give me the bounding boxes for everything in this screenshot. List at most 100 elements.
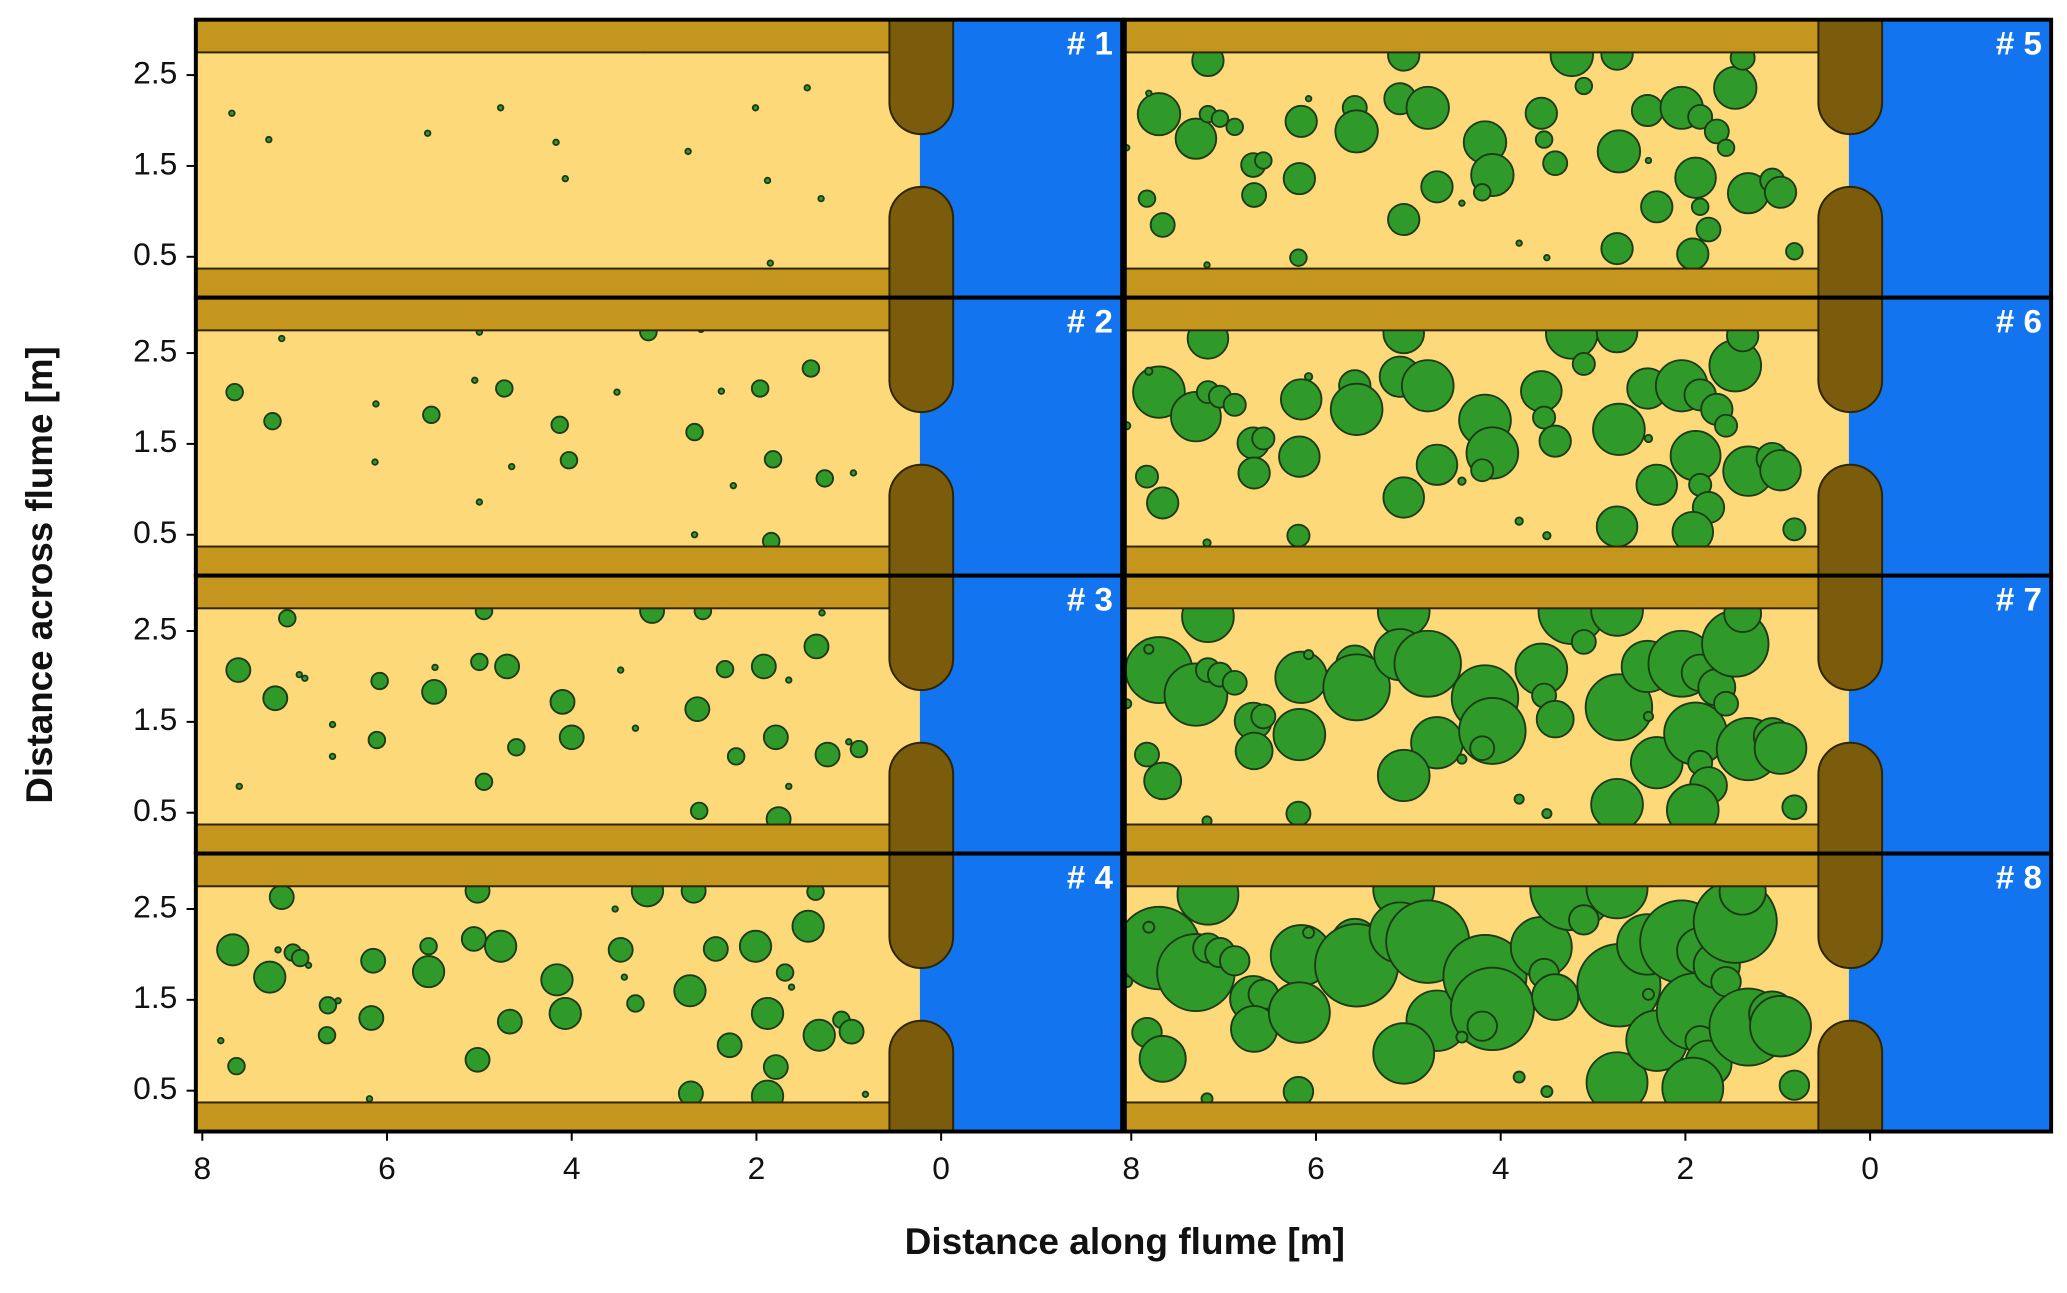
vegetation-patch	[738, 929, 773, 963]
vegetation-patch	[1676, 237, 1710, 271]
vegetation-patch	[1592, 402, 1646, 456]
panel	[1124, 575, 2052, 854]
vegetation-patch	[290, 948, 310, 968]
inlet-pillar	[1817, 1019, 1884, 1132]
vegetation-patch	[1219, 945, 1251, 977]
vegetation-patch	[561, 174, 569, 183]
vegetation-patch	[431, 663, 439, 672]
vegetation-patch	[607, 937, 634, 963]
vegetation-patch	[763, 450, 783, 469]
y-tick-label: 2.5	[133, 610, 177, 646]
vegetation-patch	[1137, 189, 1157, 208]
vegetation-patch	[803, 633, 830, 660]
vegetation-patch	[475, 498, 484, 506]
x-tick-label: 0	[1861, 1150, 1879, 1186]
vegetation-patch	[559, 451, 579, 470]
vegetation-patch	[1630, 94, 1665, 128]
panel-label: # 7	[1996, 581, 2042, 618]
inlet-pillar	[1817, 19, 1884, 136]
vegetation-patch	[817, 194, 825, 203]
vegetation-patch	[1703, 118, 1730, 145]
vegetation-patch	[689, 801, 709, 821]
panel-frame	[193, 851, 1125, 1134]
vegetation-patch	[496, 104, 505, 112]
vegetation-patch	[558, 724, 585, 751]
vegetation-patch	[278, 609, 297, 628]
vegetation-patch	[1405, 85, 1450, 130]
vegetation-patch	[1763, 175, 1798, 209]
vegetation-patch	[265, 135, 273, 144]
vegetation-patch	[717, 387, 726, 395]
vegetation-patch	[787, 983, 796, 991]
vegetation-patch	[1143, 761, 1183, 801]
panel-label: # 6	[1996, 303, 2042, 340]
vegetation-patch	[1542, 531, 1552, 541]
vegetation-patch	[1376, 748, 1431, 803]
vegetation-patch	[1234, 731, 1274, 771]
y-tick-label: 0.5	[133, 1070, 177, 1106]
x-tick-label: 8	[193, 1150, 211, 1186]
vegetation-patch	[419, 937, 438, 956]
vegetation-patch	[1203, 261, 1211, 269]
vegetation-patch	[845, 738, 853, 746]
flume-wall	[195, 19, 898, 54]
vegetation-patch	[1541, 808, 1553, 820]
vegetation-patch	[1237, 456, 1271, 490]
vegetation-patch	[1669, 430, 1722, 482]
vegetation-patch	[225, 657, 252, 683]
vegetation-patch	[729, 482, 738, 490]
vegetation-patch	[750, 379, 770, 398]
vegetation-patch	[1596, 129, 1642, 174]
vegetation-patch	[613, 388, 621, 396]
vegetation-patch	[1514, 516, 1524, 526]
vegetation-patch	[1695, 216, 1722, 243]
vegetation-patch	[494, 653, 521, 680]
vegetation-patch	[1568, 904, 1600, 936]
vegetation-patch	[216, 933, 250, 967]
vegetation-patch	[1254, 151, 1273, 170]
vegetation-patch	[1272, 708, 1327, 762]
x-tick-label: 6	[1307, 1150, 1325, 1186]
vegetation-patch	[1785, 242, 1804, 261]
vegetation-patch	[1420, 170, 1454, 204]
vegetation-patch	[1146, 486, 1180, 520]
vegetation-patch	[775, 963, 795, 982]
vegetation-patch	[1542, 150, 1569, 177]
vegetation-patch	[304, 961, 313, 969]
y-tick-label: 0.5	[133, 514, 177, 550]
vegetation-patch	[684, 147, 692, 156]
vegetation-patch	[1524, 96, 1558, 130]
inlet-pillar	[888, 297, 955, 414]
vegetation-patch	[262, 685, 289, 712]
inlet-pillar	[888, 853, 955, 970]
vegetation-patch	[1690, 197, 1710, 216]
vegetation-patch	[1241, 182, 1268, 208]
vegetation-patch	[766, 259, 774, 267]
vegetation-patch	[702, 936, 729, 962]
vegetation-patch	[785, 676, 793, 684]
flume-wall	[1124, 297, 1826, 332]
panel	[1124, 853, 2052, 1132]
vegetation-patch	[849, 739, 869, 759]
x-axis-title: Distance along flume [m]	[905, 1221, 1345, 1262]
vegetation-patch	[1457, 476, 1467, 486]
vegetation-patch	[460, 926, 487, 952]
vegetation-patch	[1455, 1030, 1469, 1044]
vegetation-patch	[1595, 505, 1639, 548]
vegetation-patch	[471, 376, 479, 384]
panel-label: # 2	[1067, 303, 1113, 340]
vegetation-patch	[785, 782, 793, 791]
vegetation-patch	[1713, 65, 1758, 110]
inlet-pillar	[1817, 463, 1884, 576]
y-axis-title: Distance across flume [m]	[19, 346, 60, 803]
sand-bed	[195, 575, 920, 854]
vegetation-patch	[1303, 649, 1315, 661]
flume-wall	[195, 575, 898, 610]
vegetation-patch	[1145, 89, 1153, 97]
vegetation-patch	[818, 609, 826, 617]
y-tick-label: 2.5	[133, 55, 177, 91]
vegetation-patch	[1372, 1022, 1436, 1085]
flume-wall	[195, 1101, 898, 1132]
panel-label: # 8	[1996, 859, 2042, 896]
vegetation-patch	[550, 415, 569, 434]
